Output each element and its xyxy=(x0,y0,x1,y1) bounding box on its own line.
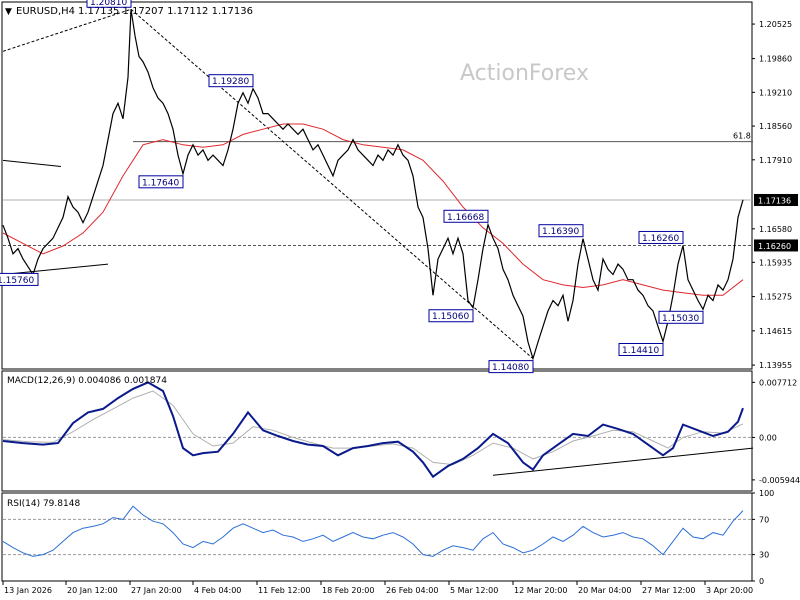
swing-label-box xyxy=(443,209,489,223)
macd-series-layer xyxy=(2,381,754,479)
swing-label-text: 1.16668 xyxy=(447,213,484,223)
watermark: ActionForex xyxy=(460,61,589,86)
level-price-value: 1.16260 xyxy=(758,242,791,251)
time-tick-label: 11 Feb 12:00 xyxy=(258,586,310,595)
rsi-panel-frame xyxy=(1,492,753,582)
price-axis: 1.20525 1.19860 1.19210 1.18560 1.17910 1.165… xyxy=(752,20,792,370)
swing-label-box xyxy=(638,230,684,244)
symbol-label: EURUSD,H4 xyxy=(16,6,75,17)
price-axis-tick-label: 1.19210 xyxy=(759,88,792,97)
rsi-axis-tick-label: 100 xyxy=(759,489,774,498)
price-axis-tick-label: 1.15935 xyxy=(759,258,792,267)
time-tick-label: 26 Feb 04:00 xyxy=(386,586,438,595)
macd-panel-frame xyxy=(1,370,753,492)
price-axis-tick-label: 1.20525 xyxy=(759,20,792,29)
resistance-line-left xyxy=(2,159,62,168)
fib-label: 61.8 xyxy=(733,132,751,141)
swing-label-text: 1.16390 xyxy=(542,227,579,237)
rsi-title: RSI(14) 79.8148 xyxy=(7,499,80,509)
macd-axis-tick-label: 0.007712 xyxy=(759,378,797,387)
macd-title: MACD(12,26,9) 0.004086 0.001874 xyxy=(7,376,167,386)
macd-signal-line xyxy=(2,390,744,466)
swing-label-box xyxy=(138,175,184,189)
time-tick-label: 3 Apr 20:00 xyxy=(706,586,753,595)
sma-line xyxy=(2,123,744,296)
swing-label-box xyxy=(0,272,39,286)
swing-label-text: 1.16260 xyxy=(642,234,679,244)
swing-label-box xyxy=(86,0,132,8)
price-axis-tick-label: 1.16580 xyxy=(759,225,792,234)
macd-main-line xyxy=(2,381,744,479)
time-tick-label: 20 Mar 04:00 xyxy=(578,586,631,595)
price-axis-tick-label: 1.15275 xyxy=(759,293,792,302)
swing-label-box xyxy=(428,309,474,323)
time-tick-label: 4 Feb 04:00 xyxy=(194,586,241,595)
descending-channel-line xyxy=(130,8,534,359)
annotation-layer: 1.20810 1.19280 1.17640 1.15760 1.16668 1.150… xyxy=(0,0,798,374)
rsi-axis-tick-label: 70 xyxy=(759,515,769,524)
time-tick-label: 27 Mar 12:00 xyxy=(642,586,695,595)
swing-label-text: 1.19280 xyxy=(212,77,249,87)
swing-label-text: 1.15030 xyxy=(662,314,699,324)
swing-label-text: 1.20810 xyxy=(90,0,127,8)
time-tick-label: 5 Mar 12:00 xyxy=(450,586,498,595)
swing-label-text: 1.14080 xyxy=(492,363,529,373)
ohlc-values: 1.17135 1.17207 1.17112 1.17136 xyxy=(78,6,253,17)
swing-label-text: 1.17640 xyxy=(142,178,179,188)
swing-label-box xyxy=(488,360,534,374)
swing-label-box xyxy=(658,310,704,324)
swing-label-text: 1.14410 xyxy=(622,346,659,356)
level-price-badge xyxy=(754,239,798,252)
rsi-series-layer xyxy=(2,505,753,557)
price-axis-tick-label: 1.13955 xyxy=(759,361,792,370)
price-axis-tick-label: 1.17910 xyxy=(759,156,792,165)
swing-label-box xyxy=(538,224,584,238)
price-line xyxy=(2,9,744,361)
time-tick-label: 27 Jan 20:00 xyxy=(131,586,182,595)
macd-axis: 0.007712 0.00 -0.005944 xyxy=(752,378,800,485)
price-axis-tick-label: 1.18560 xyxy=(759,122,792,131)
support-line-left xyxy=(2,263,109,276)
macd-trendline xyxy=(492,447,754,476)
current-price-badge xyxy=(754,193,798,206)
time-axis: 13 Jan 2026 20 Jan 12:00 27 Jan 20:00 4 Feb… xyxy=(2,581,753,595)
swing-label-text: 1.15060 xyxy=(432,312,469,322)
macd-axis-tick-label: -0.005944 xyxy=(759,476,800,485)
upper-trend-dashed-line xyxy=(2,8,132,52)
rsi-axis: 100 70 30 0 xyxy=(752,489,774,586)
macd-axis-tick-label: 0.00 xyxy=(759,433,777,442)
time-tick-label: 12 Mar 20:00 xyxy=(514,586,567,595)
swing-label-box xyxy=(618,342,664,356)
current-price-value: 1.17136 xyxy=(758,196,791,205)
rsi-axis-tick-label: 30 xyxy=(759,551,769,560)
price-series-layer: 61.8 xyxy=(2,8,753,361)
rsi-axis-tick-label: 0 xyxy=(759,577,764,586)
time-tick-label: 20 Jan 12:00 xyxy=(67,586,118,595)
rsi-line xyxy=(2,505,744,557)
swing-label-text: 1.15760 xyxy=(0,276,34,286)
chart-menu-icon[interactable]: ▼ xyxy=(5,7,12,17)
price-panel-frame xyxy=(1,1,753,370)
time-tick-label: 18 Feb 20:00 xyxy=(322,586,374,595)
swing-label-box xyxy=(208,74,254,88)
price-axis-tick-label: 1.14615 xyxy=(759,327,792,336)
time-tick-label: 13 Jan 2026 xyxy=(4,586,52,595)
price-axis-tick-label: 1.19860 xyxy=(759,55,792,64)
